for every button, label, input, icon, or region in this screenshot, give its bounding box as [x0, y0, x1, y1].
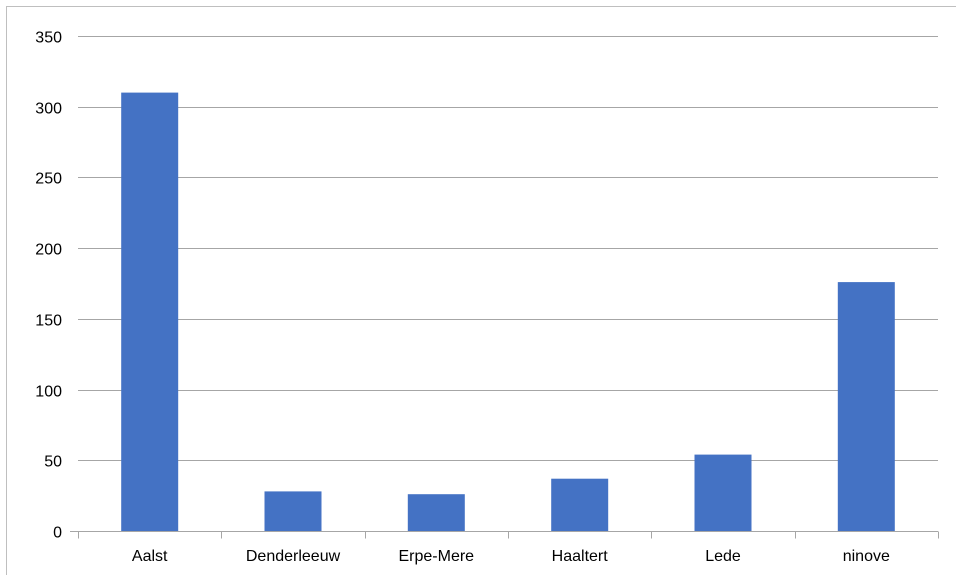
y-tick-label: 250: [35, 171, 62, 188]
y-tick-label: 50: [44, 454, 62, 471]
gridlines: [78, 36, 938, 461]
bar-ninove: [837, 282, 895, 531]
y-tick-label: 0: [53, 525, 62, 542]
bar-lede: [694, 454, 752, 531]
x-tick-label: Erpe-Mere: [399, 548, 475, 565]
chart-frame: [6, 6, 956, 575]
bars: [121, 92, 895, 531]
x-tick-label: ninove: [843, 548, 890, 565]
axes: [70, 531, 939, 539]
y-tick-labels: 0 50 100 150 200 250 300 350: [35, 30, 62, 542]
y-tick-label: 100: [35, 384, 62, 401]
x-tick-label: Haaltert: [552, 548, 609, 565]
x-tick-label: Aalst: [132, 548, 168, 565]
x-tick-label: Lede: [705, 548, 741, 565]
y-tick-label: 150: [35, 313, 62, 330]
y-tick-label: 200: [35, 242, 62, 259]
x-tick-labels: Aalst Denderleeuw Erpe-Mere Haaltert Lede nin…: [132, 548, 890, 565]
bar-haaltert: [551, 478, 609, 531]
x-tick-label: Denderleeuw: [246, 548, 341, 565]
y-tick-label: 300: [35, 101, 62, 118]
bar-erpe-mere: [407, 494, 465, 531]
bar-aalst: [121, 92, 179, 531]
bar-denderleeuw: [264, 491, 322, 531]
y-tick-label: 350: [35, 30, 62, 47]
